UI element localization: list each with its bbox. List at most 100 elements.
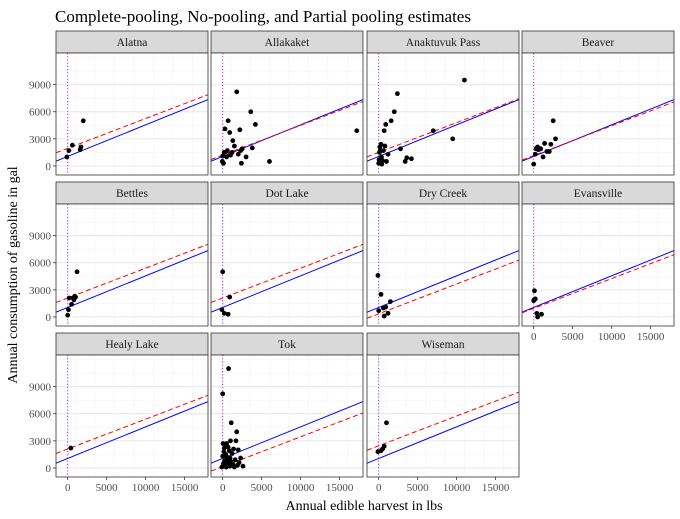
data-point [225,444,231,450]
facet-panels: Alatna 0 3000 6000 9000 Allakaket Anaktuvuk Pa… [29,30,675,494]
data-point [220,153,226,159]
panel-plot-area [522,53,674,175]
data-point [398,146,403,152]
panel-plot-area [367,355,519,477]
data-point [238,455,244,461]
data-point [404,155,410,161]
x-tick-label: 10000 [598,331,626,343]
x-tick-label: 15000 [637,331,665,343]
data-point [376,308,382,314]
facet-strip-label: Bettles [116,188,148,200]
data-point [233,438,239,444]
panel-plot-area [211,355,363,477]
facet-strip-label: Alatna [117,37,148,49]
data-point [235,447,241,453]
partial-pooling-line [211,100,363,161]
facet-strip-label: Beaver [582,37,615,49]
data-point [226,366,231,371]
data-point [231,143,237,149]
data-point [383,121,389,127]
facet-panel: Dry Creek [366,181,520,327]
partial-pooling-line [56,94,208,154]
y-tick-label: 0 [46,312,52,324]
data-point [229,150,235,155]
complete-pooling-line [211,401,363,464]
panel-plot-area [211,204,363,326]
panel-background [367,204,519,326]
x-tick-label: 0 [376,482,382,494]
panel-plot-area [56,355,208,477]
panel-border [521,203,675,327]
data-point [384,159,389,164]
data-point [379,154,384,160]
facet-panel: Allakaket [210,30,364,176]
data-point [378,141,384,147]
y-axis-title: Annual consumption of gasoline in gal [6,166,21,383]
partial-pooling-line [522,254,674,314]
data-point [220,391,226,397]
x-axis-title: Annual edible harvest in lbs [285,499,442,514]
data-point [267,159,272,164]
facet-strip-label: Healy Lake [105,339,158,351]
y-tick-label: 6000 [29,258,52,270]
facet-strip-label: Tok [278,339,296,351]
facet-panel: Anaktuvuk Pass [366,30,520,176]
x-tick-label: 0 [220,482,226,494]
data-point [228,420,234,426]
complete-pooling-line [367,99,519,162]
data-point [227,294,233,300]
data-point [66,295,72,301]
data-point [548,141,554,147]
facet-strip-label: Dot Lake [265,188,308,200]
partial-pooling-line [367,259,519,319]
data-point [538,146,544,152]
data-point [385,151,391,157]
facet-strip-label: Evansville [574,188,623,200]
data-point [385,310,391,316]
data-point [531,161,537,167]
panel-plot-area [56,53,208,175]
data-point [430,128,436,134]
data-point [381,313,387,319]
data-point [535,314,540,320]
panel-background [367,53,519,175]
complete-pooling-line [211,250,363,313]
facet-panel: Evansville 0 5000 10000 15000 [521,181,675,343]
facet-panel: Dot Lake [210,181,364,327]
data-point [234,429,240,435]
data-point [542,140,548,146]
x-tick-label: 0 [531,331,537,343]
data-point [235,151,241,157]
facet-panel: Wiseman 0 5000 10000 15000 [366,332,520,494]
data-point [409,156,414,162]
facet-panel: Tok 0 5000 10000 15000 [210,332,364,494]
data-point [239,160,244,166]
panel-background [522,53,674,175]
data-point [225,118,231,124]
complete-pooling-line [56,250,208,313]
panel-border [210,354,364,478]
data-point [222,126,228,132]
partial-pooling-line [367,391,519,451]
facet-strip-label: Anaktuvuk Pass [406,37,481,49]
data-point [550,118,556,124]
panel-border [210,52,364,176]
panel-border [55,203,209,327]
data-point [227,130,233,135]
data-point [243,154,249,160]
data-point [80,118,86,124]
data-point [69,301,74,307]
facet-panel: Alatna 0 3000 6000 9000 [29,30,209,176]
facet-strip-label: Dry Creek [419,188,467,200]
y-tick-label: 9000 [29,231,52,243]
panel-background [56,204,208,326]
data-point [221,160,226,166]
chart-title: Complete-pooling, No-pooling, and Partia… [55,7,471,26]
data-point [231,446,237,452]
y-tick-label: 6000 [29,107,52,119]
data-point [232,457,238,463]
data-point [384,420,389,426]
partial-pooling-line [211,243,363,303]
data-point [230,138,236,144]
